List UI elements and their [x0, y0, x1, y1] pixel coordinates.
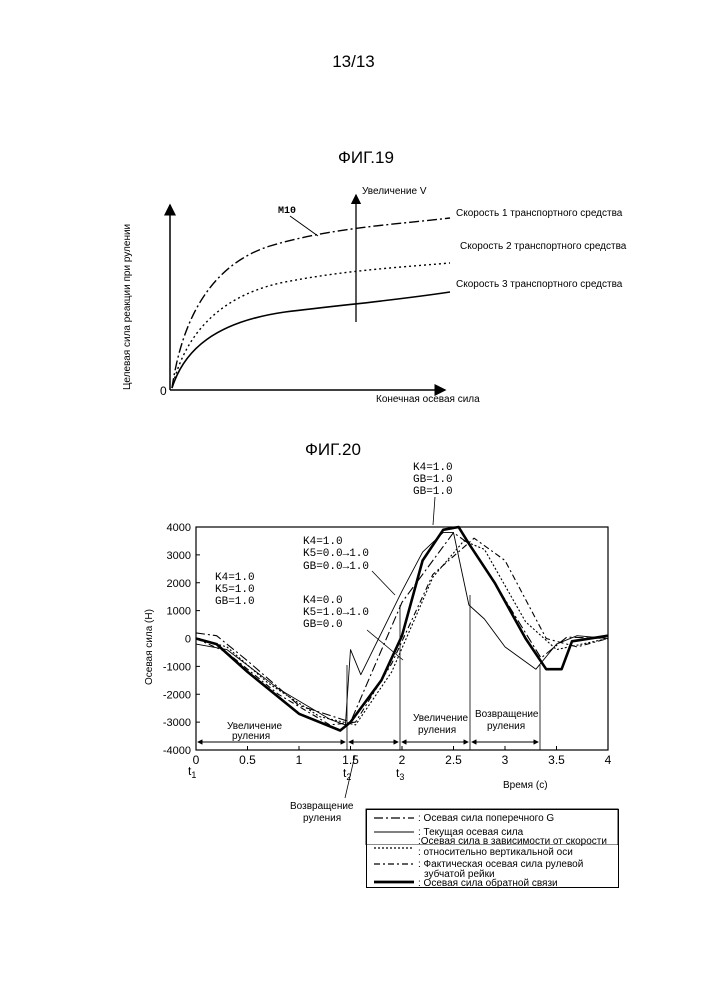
series-rack [195, 537, 609, 726]
y-tick-label: 0 [185, 634, 191, 646]
fig20-t1-label: t1 [188, 764, 196, 780]
page-number: 13/13 [332, 52, 375, 71]
svg-text:K5=1.0→1.0: K5=1.0→1.0 [303, 607, 369, 619]
x-tick-label: 0 [193, 753, 200, 767]
fig20-chart: 0 0.5 1 1.5 2 2.5 3 3.5 4 4000 3000 2000 1000 0 -1000 -… [144, 462, 619, 845]
legend-rack: : Фактическая осевая сила рулевой [418, 859, 583, 870]
y-tick-label: -1000 [163, 661, 191, 673]
x-tick-label: 1 [296, 753, 303, 767]
x-tick-label: 1.5 [342, 753, 359, 767]
legend-yaw: :Осевая сила в зависимости от скорости [418, 836, 607, 847]
svg-text:GB=0.0: GB=0.0 [303, 619, 343, 631]
y-tick-label: 4000 [167, 522, 191, 534]
fig19-origin: 0 [160, 384, 167, 398]
fig20-annotation-a4: K4=1.0 [413, 462, 453, 474]
fig20-phase-increase2: Увеличение [413, 713, 469, 724]
svg-text:руления: руления [303, 813, 341, 824]
fig20-phase-increase1: Увеличение [227, 721, 283, 732]
x-tick-label: 0.5 [239, 753, 256, 767]
fig20-x-label: Время (с) [503, 780, 548, 791]
fig19-arrow-label: Увеличение V [362, 186, 427, 197]
y-tick-label: 2000 [167, 578, 191, 590]
svg-text:GB=1.0: GB=1.0 [413, 486, 453, 498]
svg-text:руления: руления [232, 731, 270, 742]
series-current [195, 532, 609, 726]
svg-text:руления: руления [418, 725, 456, 736]
y-tick-label: -3000 [163, 717, 191, 729]
svg-text:зубчатой рейки: зубчатой рейки [424, 868, 495, 880]
x-tick-label: 2 [399, 753, 406, 767]
fig19-curve-label: M10 [278, 206, 296, 217]
x-tick-label: 2.5 [445, 753, 462, 767]
fig19-title: ФИГ.19 [338, 148, 394, 167]
svg-text:K5=1.0: K5=1.0 [215, 584, 255, 596]
fig19-curve-speed1 [171, 217, 451, 389]
fig20-annotation-a1: K4=1.0 [215, 572, 255, 584]
fig20-annotation-a2: K4=1.0 [303, 536, 343, 548]
svg-text:K5=0.0→1.0: K5=0.0→1.0 [303, 548, 369, 560]
fig19-legend-speed1: Скорость 1 транспортного средства [456, 208, 623, 219]
fig20-legend: : Осевая сила поперечного G : Текущая ос… [366, 809, 619, 889]
svg-text:руления: руления [487, 721, 525, 732]
svg-text:GB=1.0: GB=1.0 [413, 474, 453, 486]
fig20-t2-label: t2 [343, 766, 351, 782]
legend-feedback: : Осевая сила обратной связи [418, 877, 558, 889]
fig19-y-label: Целевая сила реакции при рулении [122, 224, 133, 390]
fig19-curve-speed3 [171, 291, 451, 389]
fig19-legend-speed2: Скорость 2 транспортного средства [460, 241, 627, 252]
legend-lateral-g: : Осевая сила поперечного G [418, 813, 554, 824]
fig20-y-label: Осевая сила (Н) [144, 609, 155, 685]
y-tick-label: -4000 [163, 745, 191, 757]
svg-text:GB=1.0: GB=1.0 [215, 596, 255, 608]
svg-text:: относительно вертикальной ос: : относительно вертикальной оси [418, 847, 573, 858]
x-tick-label: 4 [605, 753, 612, 767]
series-lateral-g [195, 532, 609, 723]
fig20-title: ФИГ.20 [305, 440, 361, 459]
series-feedback [195, 525, 609, 732]
fig20-phase-return-below: Возвращение [290, 801, 354, 812]
fig19-chart: Целевая сила реакции при рулении 0 Конеч… [122, 186, 627, 405]
fig20-phase-return1: Возвращение [475, 709, 539, 720]
legend-current: : Текущая осевая сила [418, 827, 524, 838]
y-tick-label: 3000 [167, 550, 191, 562]
fig19-x-label: Конечная осевая сила [376, 394, 480, 405]
x-tick-label: 3.5 [548, 753, 565, 767]
fig19-legend-speed3: Скорость 3 транспортного средства [456, 279, 623, 290]
fig19-curve-speed2 [171, 262, 451, 389]
y-tick-label: -2000 [163, 689, 191, 701]
x-tick-label: 3 [502, 753, 509, 767]
y-tick-label: 1000 [167, 606, 191, 618]
fig20-annotation-a3: K4=0.0 [303, 595, 343, 607]
series-yaw-rate [195, 540, 609, 726]
fig20-t3-label: t3 [396, 766, 404, 782]
svg-text:GB=0.0→1.0: GB=0.0→1.0 [303, 561, 369, 573]
